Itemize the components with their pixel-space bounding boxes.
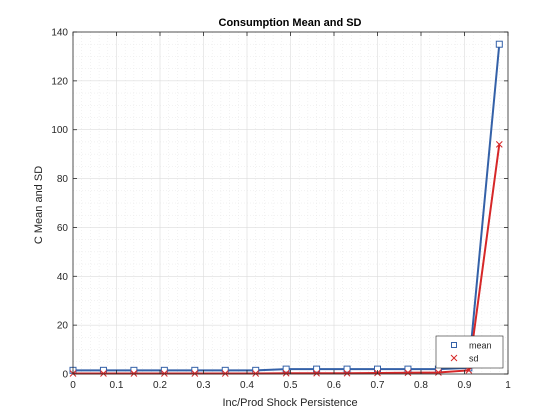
x-tick-label: 0.4: [240, 380, 254, 391]
data-point-mean: [313, 365, 321, 373]
y-tick-label: 60: [57, 223, 69, 234]
data-point-sd: [435, 369, 442, 376]
y-tick-label: 140: [51, 28, 68, 39]
data-point-mean: [343, 365, 351, 373]
x-tick-label: 0.5: [284, 380, 298, 391]
chart-title: Consumption Mean and SD: [219, 17, 362, 29]
x-tick-label: 1: [505, 380, 511, 391]
data-point-sd: [343, 369, 351, 377]
marker-stroke: [252, 370, 260, 377]
legend-marker-mean: [451, 342, 457, 348]
legend-marker-sd: [450, 354, 458, 362]
data-point-sd: [282, 369, 290, 377]
x-tick-label: 0.8: [414, 380, 428, 391]
y-tick-label: 80: [57, 174, 69, 185]
marker-stroke: [450, 354, 458, 362]
data-point-mean: [99, 366, 107, 374]
x-tick-label: 0.1: [110, 380, 124, 391]
marker-stroke: [465, 366, 473, 374]
y-ticks: 0 20 40 60 80 100 120 140: [51, 28, 508, 381]
plot-series: [69, 40, 503, 377]
y-tick-label: 40: [57, 272, 69, 283]
data-point-sd: [313, 369, 320, 377]
x-tick-label: 0.2: [153, 380, 167, 391]
marker-stroke: [343, 369, 351, 377]
x-tick-label: 0.9: [458, 380, 472, 391]
legend-box: [435, 335, 504, 369]
marker-stroke: [100, 370, 107, 377]
data-point-mean: [495, 40, 503, 48]
marker-stroke: [221, 370, 229, 377]
x-tick-label: 0.6: [327, 380, 341, 391]
x-tick-label: 0.3: [197, 380, 211, 391]
y-tick-label: 120: [51, 76, 68, 87]
data-point-sd: [130, 370, 138, 377]
marker-stroke: [282, 369, 290, 377]
data-point-sd: [191, 370, 199, 377]
y-tick-label: 20: [57, 321, 69, 332]
data-point-mean: [221, 366, 229, 374]
y-tick-label: 100: [51, 125, 68, 136]
data-point-sd: [160, 370, 168, 377]
data-point-mean: [130, 366, 138, 374]
data-point-mean: [282, 365, 290, 373]
marker-stroke: [404, 369, 412, 377]
data-point-sd: [495, 141, 503, 148]
marker-stroke: [191, 370, 199, 377]
data-point-sd: [100, 370, 107, 377]
data-point-mean: [160, 366, 168, 374]
marker-stroke: [130, 370, 138, 377]
legend-label-sd: sd: [469, 354, 479, 364]
minor-grid: [73, 32, 508, 374]
series-sd: [69, 141, 503, 377]
legend: mean sd: [435, 335, 504, 369]
major-grid: [73, 32, 508, 374]
y-axis-label: C Mean and SD: [33, 166, 45, 244]
data-point-sd: [465, 366, 473, 374]
data-point-sd: [221, 370, 229, 377]
data-point-sd: [404, 369, 412, 377]
data-point-sd: [252, 370, 260, 377]
x-tick-label: 0: [70, 380, 76, 391]
data-point-mean: [252, 366, 260, 374]
data-point-mean: [191, 366, 199, 374]
x-tick-label: 0.7: [371, 380, 385, 391]
x-axis-label: Inc/Prod Shock Persistence: [222, 397, 357, 409]
y-tick-label: 0: [62, 370, 68, 381]
x-ticks: 0 0.1 0.2 0.3 0.4 0.5 0.6 0.7 0.8 0.9 1: [70, 32, 511, 391]
series-mean: [69, 40, 503, 374]
marker-stroke: [313, 369, 320, 377]
marker-stroke: [160, 370, 168, 377]
legend-label-mean: mean: [469, 341, 492, 351]
marker-stroke: [435, 369, 442, 376]
marker-stroke: [495, 141, 503, 148]
